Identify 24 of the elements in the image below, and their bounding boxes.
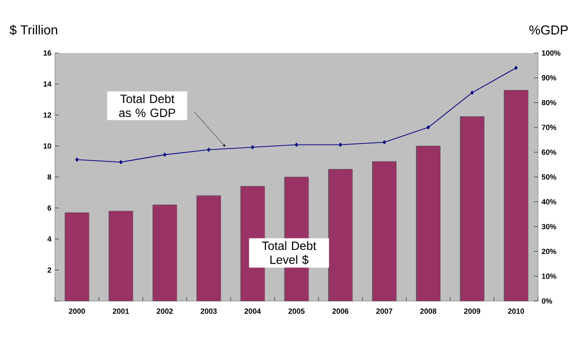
- bar: [196, 195, 221, 302]
- point: [338, 142, 342, 147]
- point: [426, 125, 430, 130]
- point: [119, 160, 122, 164]
- bar: [416, 146, 440, 302]
- bar: [152, 204, 177, 302]
- y2-axis-title: %GDP: [529, 25, 568, 35]
- annotation: Total Debt Level $: [262, 241, 316, 265]
- point: [294, 142, 298, 147]
- point: [207, 148, 210, 152]
- bar: [460, 116, 484, 302]
- point: [382, 140, 386, 144]
- point: [75, 158, 79, 162]
- bar: [108, 210, 134, 302]
- annotation: Total Debt as % GDP: [119, 94, 176, 118]
- point: [163, 152, 166, 157]
- bar: [64, 212, 90, 302]
- bar: [328, 169, 353, 302]
- bar: [372, 161, 397, 302]
- point: [250, 145, 254, 150]
- point: [514, 66, 518, 70]
- bar: [504, 90, 528, 302]
- point: [470, 90, 474, 95]
- y-axis-title: $ Trillion: [10, 24, 58, 36]
